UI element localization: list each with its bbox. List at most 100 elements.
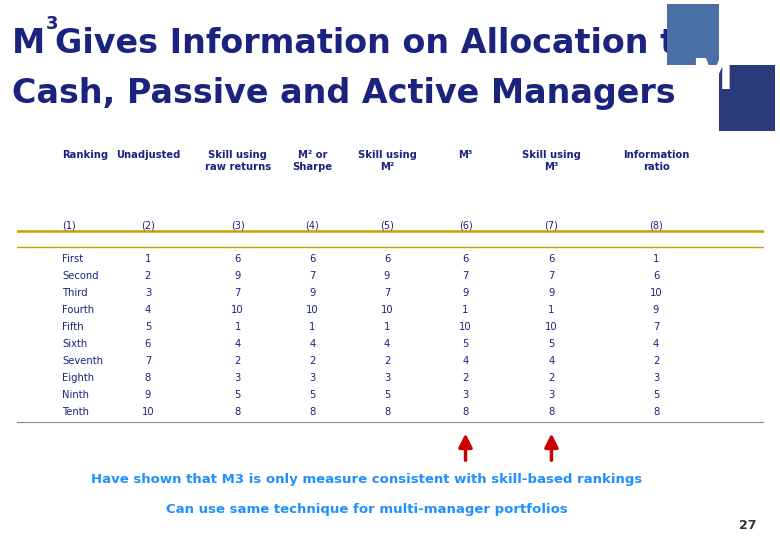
Text: 6: 6 (235, 254, 241, 265)
Text: Can use same technique for multi-manager portfolios: Can use same technique for multi-manager… (165, 503, 568, 516)
Text: 10: 10 (545, 322, 558, 332)
Text: 1: 1 (548, 305, 555, 315)
Text: 4: 4 (235, 339, 241, 349)
Text: 4: 4 (145, 305, 151, 315)
Text: 3: 3 (309, 373, 315, 383)
Text: 9: 9 (653, 305, 659, 315)
Text: Skill using
raw returns: Skill using raw returns (204, 150, 271, 172)
Text: 1: 1 (145, 254, 151, 265)
Text: M³: M³ (459, 150, 473, 160)
Text: 3: 3 (384, 373, 390, 383)
Text: 4: 4 (653, 339, 659, 349)
Text: (7): (7) (544, 221, 558, 231)
Text: 4: 4 (309, 339, 315, 349)
Text: (2): (2) (141, 221, 155, 231)
Text: 6: 6 (463, 254, 469, 265)
Text: Third: Third (62, 288, 87, 298)
Text: Eighth: Eighth (62, 373, 94, 383)
Text: 10: 10 (381, 305, 393, 315)
Text: 5: 5 (548, 339, 555, 349)
Text: Fourth: Fourth (62, 305, 94, 315)
Text: (3): (3) (231, 221, 244, 231)
Text: 6: 6 (384, 254, 390, 265)
Text: Gives Information on Allocation to: Gives Information on Allocation to (55, 28, 699, 60)
Text: Skill using
M³: Skill using M³ (522, 150, 581, 172)
Text: 27: 27 (739, 519, 757, 532)
Text: 6: 6 (145, 339, 151, 349)
Text: Unadjusted: Unadjusted (115, 150, 180, 160)
Text: 9: 9 (309, 288, 315, 298)
Text: 3: 3 (145, 288, 151, 298)
Text: 10: 10 (459, 322, 472, 332)
Text: 1: 1 (653, 254, 659, 265)
Text: (8): (8) (649, 221, 663, 231)
Text: 1: 1 (309, 322, 315, 332)
Text: Ninth: Ninth (62, 390, 89, 400)
Text: 9: 9 (463, 288, 469, 298)
Text: 8: 8 (384, 407, 390, 417)
Text: First: First (62, 254, 83, 265)
Text: 8: 8 (235, 407, 241, 417)
Text: 4: 4 (384, 339, 390, 349)
Text: 8: 8 (145, 373, 151, 383)
Text: 9: 9 (548, 288, 555, 298)
Text: (1): (1) (62, 221, 76, 231)
Text: 1: 1 (463, 305, 469, 315)
Text: (6): (6) (459, 221, 473, 231)
Text: 10: 10 (142, 407, 154, 417)
Text: (5): (5) (380, 221, 394, 231)
Text: 10: 10 (232, 305, 244, 315)
Text: Information
ratio: Information ratio (623, 150, 690, 172)
Text: 7: 7 (235, 288, 241, 298)
Text: M: M (12, 28, 45, 60)
Text: M: M (691, 56, 733, 98)
Text: 1: 1 (384, 322, 390, 332)
Text: Have shown that M3 is only measure consistent with skill-based rankings: Have shown that M3 is only measure consi… (91, 473, 642, 486)
Text: 3: 3 (463, 390, 469, 400)
Text: 6: 6 (309, 254, 315, 265)
Text: Sixth: Sixth (62, 339, 87, 349)
Text: 3: 3 (653, 373, 659, 383)
Text: 7: 7 (548, 272, 555, 281)
Text: 10: 10 (306, 305, 319, 315)
Text: 4: 4 (463, 356, 469, 366)
Text: 6: 6 (548, 254, 555, 265)
Text: 5: 5 (235, 390, 241, 400)
Text: 2: 2 (309, 356, 315, 366)
Bar (718, 65, 775, 131)
Text: 9: 9 (384, 272, 390, 281)
Text: 2: 2 (653, 356, 659, 366)
Text: 2: 2 (235, 356, 241, 366)
Text: 7: 7 (384, 288, 390, 298)
Text: Tenth: Tenth (62, 407, 89, 417)
Text: (4): (4) (306, 221, 319, 231)
Bar (667, 4, 718, 65)
Text: 4: 4 (548, 356, 555, 366)
Text: 3: 3 (45, 15, 58, 33)
Text: 9: 9 (145, 390, 151, 400)
Text: 5: 5 (384, 390, 390, 400)
Text: 5: 5 (145, 322, 151, 332)
Text: 5: 5 (463, 339, 469, 349)
Text: Ranking: Ranking (62, 150, 108, 160)
Text: 8: 8 (463, 407, 469, 417)
Text: 2: 2 (384, 356, 390, 366)
Text: 7: 7 (463, 272, 469, 281)
Text: 7: 7 (653, 322, 659, 332)
Text: 9: 9 (235, 272, 241, 281)
Text: 5: 5 (653, 390, 659, 400)
Text: Seventh: Seventh (62, 356, 103, 366)
Text: 3: 3 (548, 390, 555, 400)
Text: 7: 7 (145, 356, 151, 366)
Text: 10: 10 (650, 288, 662, 298)
Text: 8: 8 (653, 407, 659, 417)
Text: 1: 1 (235, 322, 241, 332)
Text: 5: 5 (309, 390, 315, 400)
Text: M² or
Sharpe: M² or Sharpe (292, 150, 332, 172)
Text: 8: 8 (309, 407, 315, 417)
Text: 7: 7 (309, 272, 315, 281)
Text: Skill using
M²: Skill using M² (357, 150, 417, 172)
Text: 3: 3 (235, 373, 241, 383)
Text: Fifth: Fifth (62, 322, 83, 332)
Text: 2: 2 (548, 373, 555, 383)
